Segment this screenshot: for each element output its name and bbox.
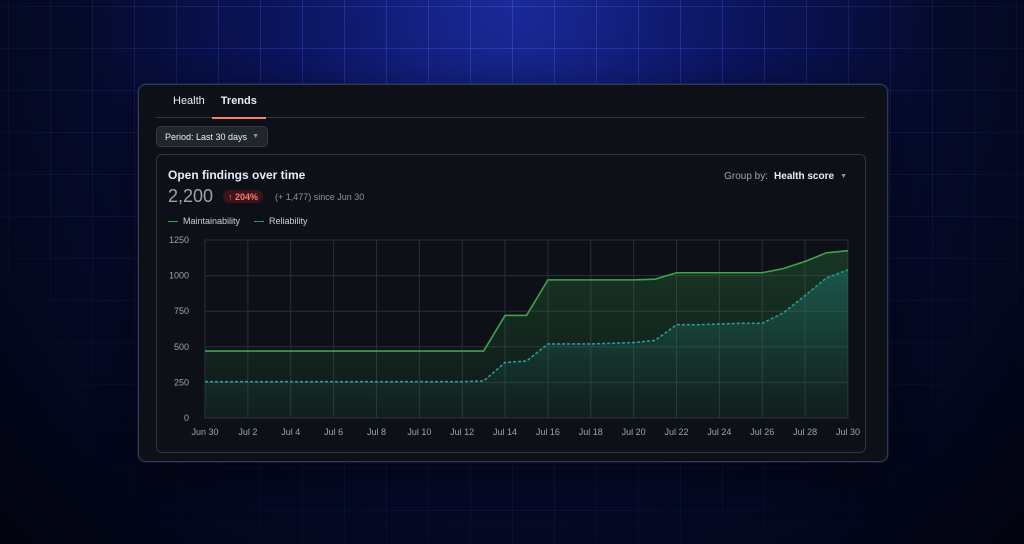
x-tick-label: Jul 8: [367, 427, 386, 437]
tab-trends[interactable]: Trends: [211, 85, 266, 119]
panel-title: Open findings over time: [168, 168, 306, 182]
chevron-down-icon: ▼: [252, 133, 259, 140]
reliability-series-line: [205, 269, 849, 383]
x-tick-label: Jul 18: [579, 427, 603, 437]
group-by-dropdown[interactable]: Group by: Health score ▼: [724, 171, 847, 182]
x-tick-label: Jul 24: [707, 427, 731, 437]
chart-legend: Maintainability Reliability: [168, 216, 308, 226]
x-tick-label: Jul 16: [536, 427, 560, 437]
x-tick-label: Jul 10: [407, 427, 431, 437]
chevron-down-icon: ▼: [840, 173, 847, 180]
group-by-prefix: Group by:: [724, 171, 769, 182]
trends-window: Health Trends Period: Last 30 days ▼ 0 25…: [138, 84, 888, 462]
y-tick-label: 250: [174, 377, 189, 387]
y-tick-label: 750: [174, 306, 189, 316]
total-findings: 2,200: [168, 186, 214, 206]
x-tick-label: Jul 26: [750, 427, 774, 437]
period-label: Period: Last 30 days: [165, 131, 248, 142]
legend-maintainability[interactable]: Maintainability: [168, 216, 240, 226]
y-tick-label: 1250: [169, 235, 189, 245]
legend-label: Reliability: [269, 216, 308, 226]
legend-swatch-solid: [168, 220, 178, 222]
legend-reliability[interactable]: Reliability: [254, 216, 308, 226]
x-tick-label: Jul 20: [622, 427, 646, 437]
group-by-value: Health score: [774, 171, 835, 182]
y-tick-label: 1000: [169, 271, 189, 281]
chart-panel: 0 250 500 750 1000 1250 Jun 30 Jul 2 Jul 4 Jul 6 J…: [156, 154, 866, 453]
tab-bar: Health Trends: [156, 85, 865, 119]
x-tick-label: Jul 2: [238, 427, 257, 437]
period-dropdown[interactable]: Period: Last 30 days ▼: [156, 126, 268, 147]
x-tick-label: Jul 6: [324, 427, 343, 437]
x-tick-label: Jun 30: [191, 427, 218, 437]
tab-health[interactable]: Health: [173, 95, 205, 107]
since-text: (+ 1,477) since Jun 30: [275, 192, 365, 202]
reliability-area: [205, 269, 848, 418]
maintainability-series-line: [205, 249, 849, 352]
legend-label: Maintainability: [183, 216, 241, 226]
x-tick-label: Jul 30: [836, 427, 860, 437]
x-tick-label: Jul 14: [493, 427, 517, 437]
findings-chart: 0 250 500 750 1000 1250 Jun 30 Jul 2 Jul 4 Jul 6 J…: [169, 235, 860, 437]
change-badge: ↑ 204%: [223, 190, 264, 203]
x-tick-label: Jul 28: [793, 427, 817, 437]
y-tick-label: 500: [174, 342, 189, 352]
x-tick-label: Jul 4: [281, 427, 300, 437]
y-tick-label: 0: [184, 413, 189, 423]
legend-swatch-dashed: [254, 220, 265, 222]
x-tick-label: Jul 22: [665, 427, 689, 437]
x-tick-label: Jul 12: [450, 427, 474, 437]
